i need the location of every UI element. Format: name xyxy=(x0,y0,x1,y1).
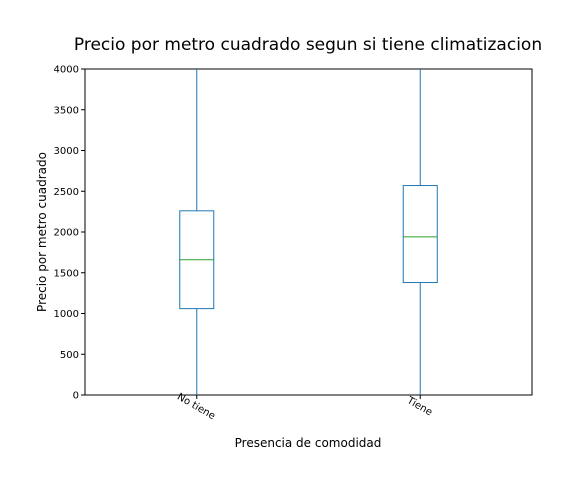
y-tick-label: 2000 xyxy=(54,228,79,239)
y-axis-label: Precio por metro cuadrado xyxy=(35,152,49,312)
y-tick-label: 3000 xyxy=(54,146,79,157)
y-tick-label: 3500 xyxy=(54,105,79,116)
y-tick-label: 1000 xyxy=(54,309,79,320)
x-axis-label: Presencia de comodidad xyxy=(235,436,382,450)
chart-title: Precio por metro cuadrado segun si tiene… xyxy=(74,35,542,55)
x-tick-label: Tiene xyxy=(404,395,434,419)
y-tick-label: 2500 xyxy=(54,187,79,198)
plot-frame xyxy=(84,68,533,396)
y-tick-label: 500 xyxy=(60,350,79,361)
plot-area: 0 500 1000 1500 2000 2500 3000 3500 4000 No tiene… xyxy=(54,65,533,423)
y-tick-label: 0 xyxy=(73,391,79,402)
x-tick-label: No tiene xyxy=(175,392,217,423)
y-tick-label: 4000 xyxy=(54,65,79,76)
box xyxy=(402,185,438,284)
y-tick-label: 1500 xyxy=(54,268,79,279)
